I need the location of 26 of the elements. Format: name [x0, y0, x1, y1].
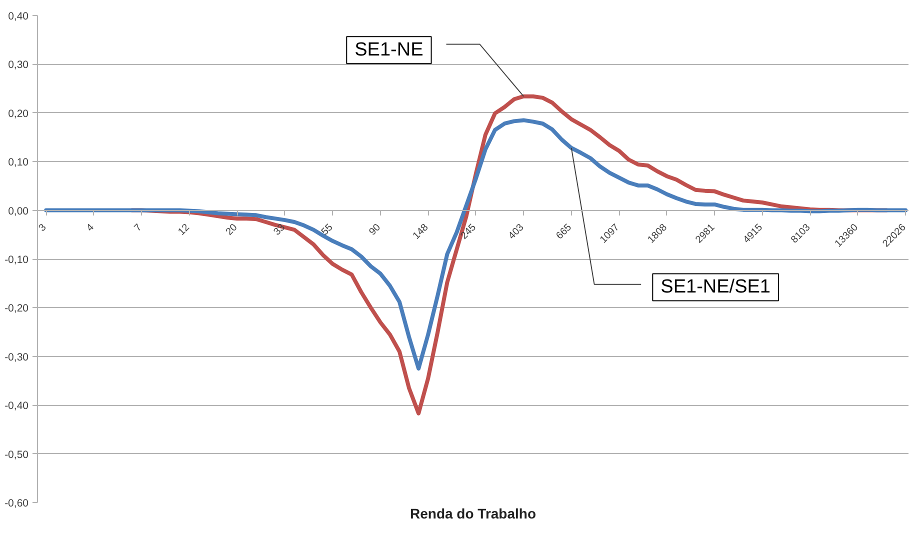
annotation: SE1-NE/SE1: [660, 276, 770, 298]
x-tick-label: 55: [320, 222, 336, 238]
y-tick-label: 0,10: [8, 156, 29, 169]
y-tick-label: -0,30: [4, 351, 29, 364]
x-tick-label: 20: [224, 222, 240, 238]
y-tick-label: -0,50: [4, 448, 29, 461]
x-axis-title: Renda do Trabalho: [410, 506, 536, 522]
x-tick-label: 12: [176, 222, 192, 238]
x-tick-label: 4: [84, 222, 97, 234]
x-tick-label: 403: [506, 222, 527, 242]
annotation: SE1-NE: [354, 40, 424, 61]
y-tick-label: 0,20: [8, 108, 29, 120]
x-tick-label: 90: [367, 222, 384, 238]
x-tick-label: 7: [132, 222, 145, 234]
x-tick-label: 33: [272, 222, 288, 238]
x-tick-label: 148: [411, 222, 432, 242]
x-tick-label: 665: [554, 222, 574, 242]
y-tick-label: -0,40: [4, 400, 29, 412]
y-tick-label: 0,40: [8, 10, 29, 22]
x-tick-label: 245: [458, 222, 479, 242]
y-tick-label: -0,20: [4, 302, 29, 315]
y-tick-label: 0,30: [8, 59, 29, 72]
y-tick-label: -0,10: [4, 254, 29, 266]
x-tick-label: 3: [36, 222, 49, 234]
y-tick-label: -0,60: [4, 498, 29, 510]
y-tick-label: 0,00: [8, 205, 29, 218]
